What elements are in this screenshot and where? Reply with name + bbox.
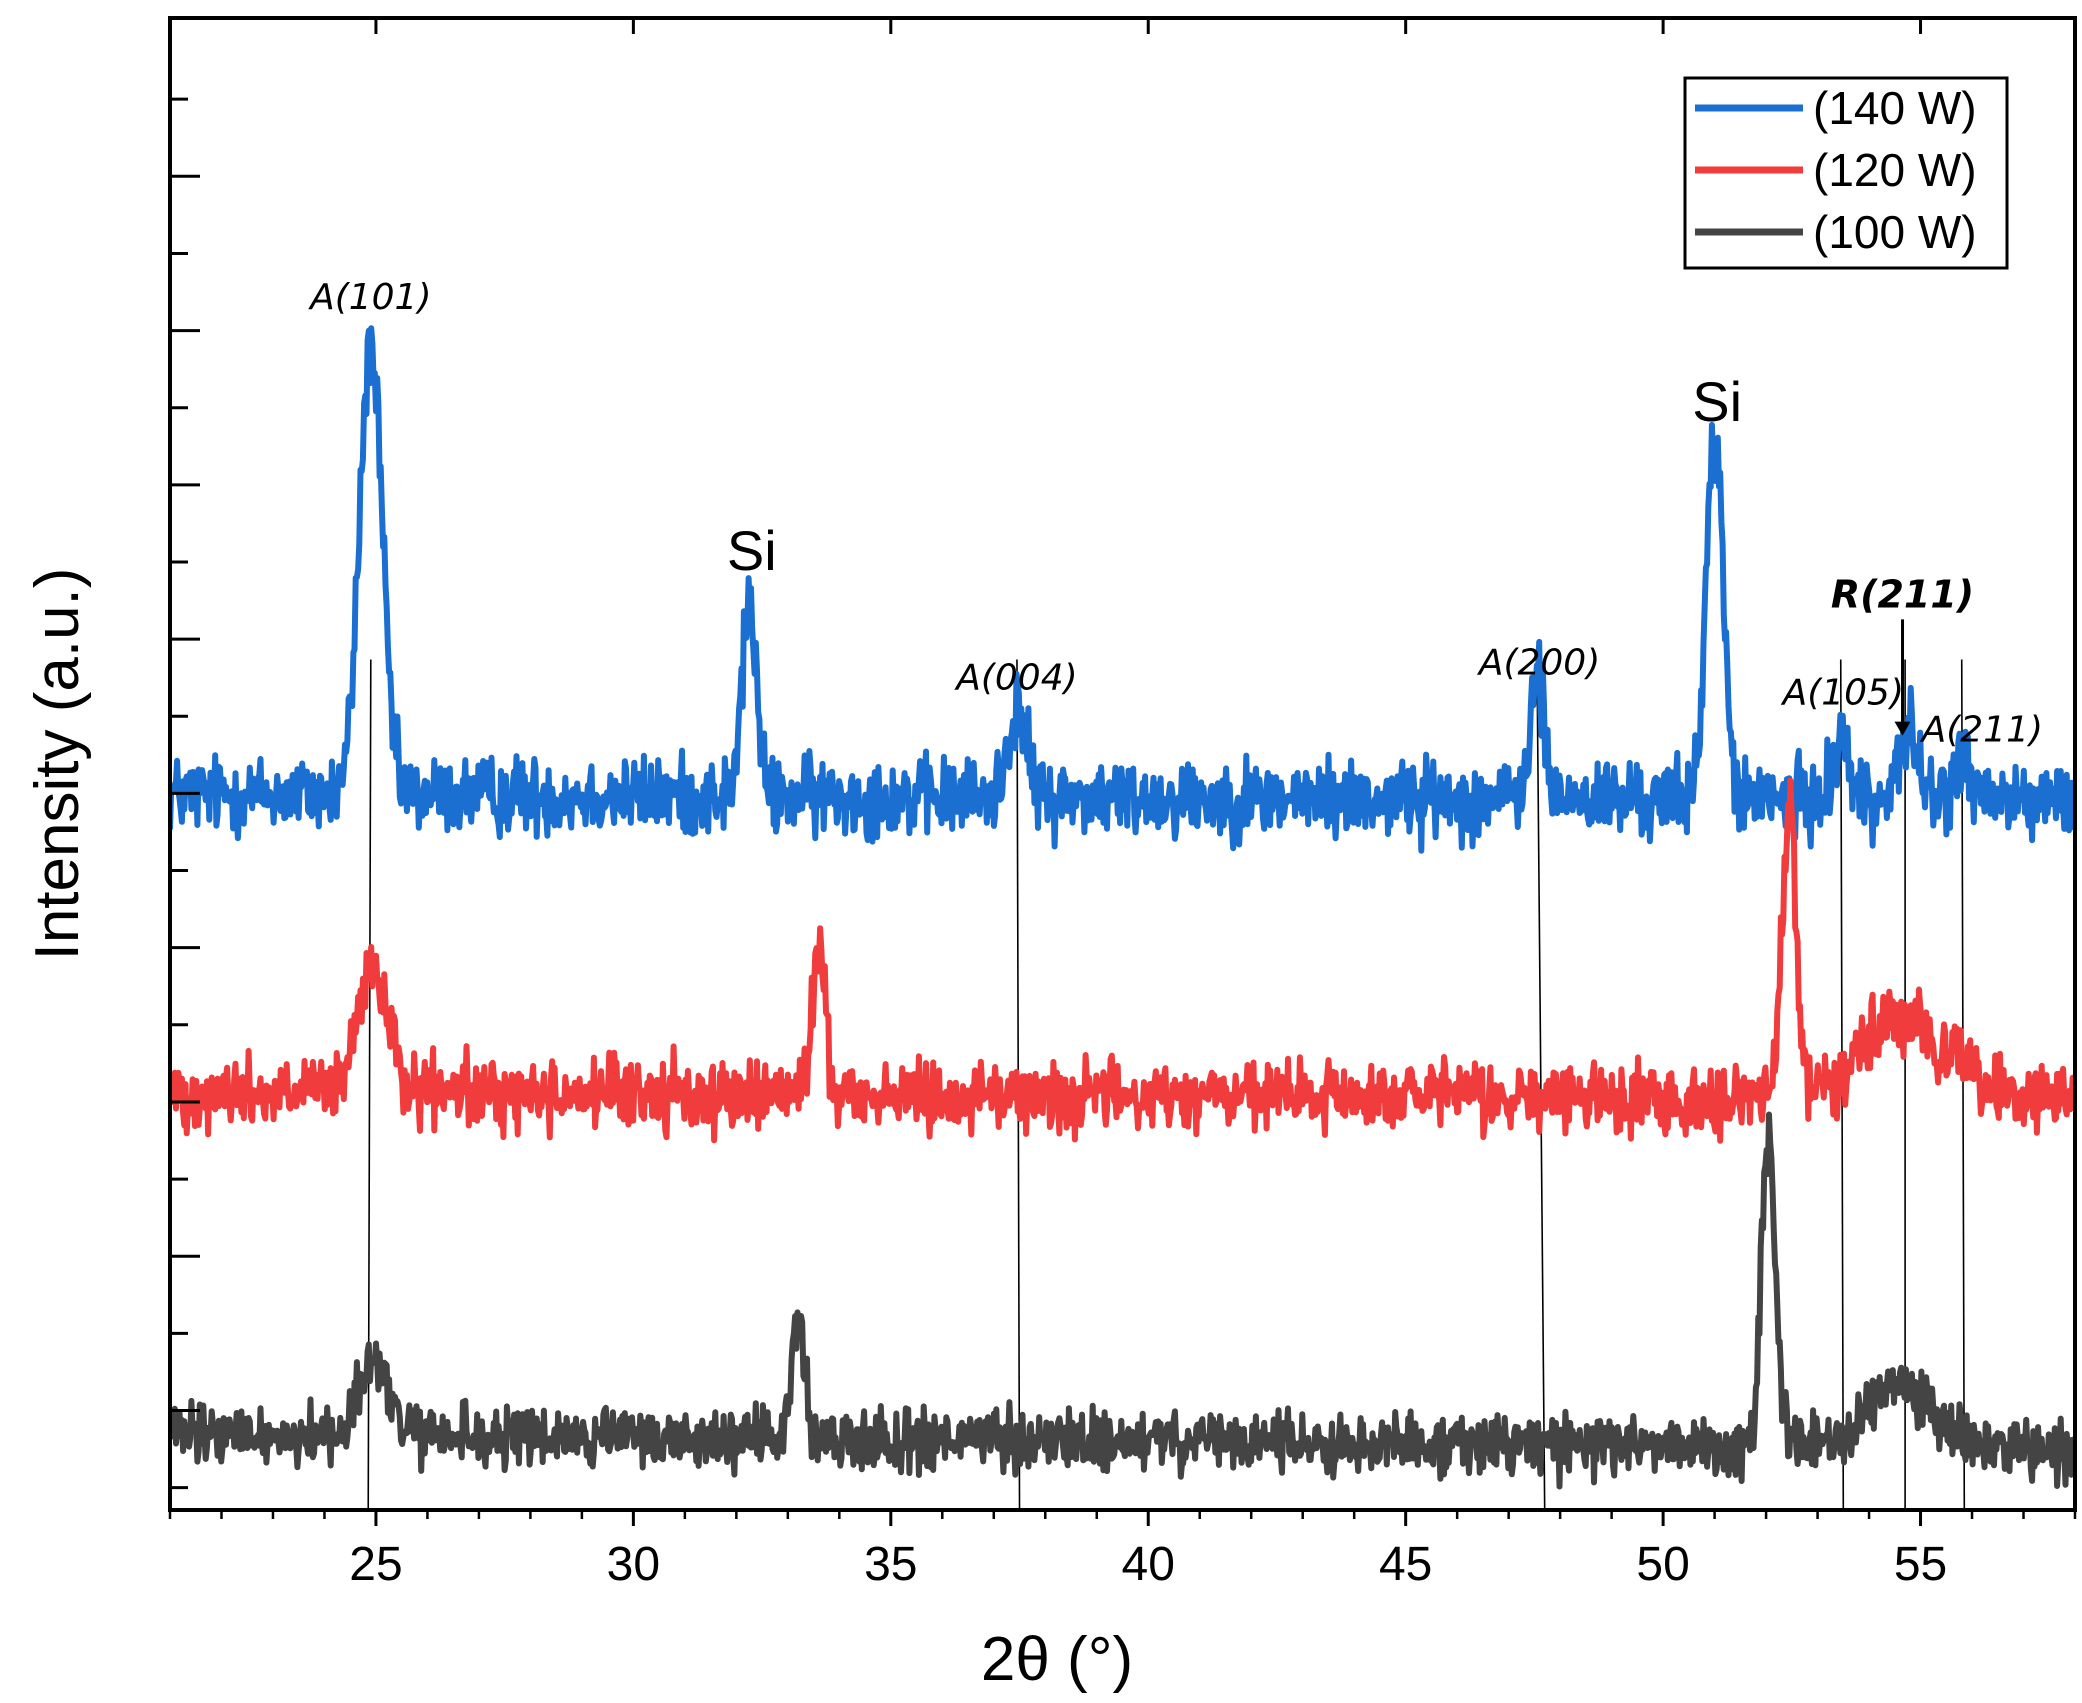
x-axis-title: 2θ (°) bbox=[981, 1625, 1133, 1694]
series-group bbox=[170, 325, 2075, 1490]
series-line-100W bbox=[170, 1111, 2075, 1490]
legend: (140 W) (120 W) (100 W) bbox=[1683, 76, 2009, 270]
peak-annotation: Si bbox=[1692, 370, 1742, 433]
x-tick-label: 25 bbox=[349, 1538, 402, 1591]
peak-annotation: A(200) bbox=[1477, 642, 1600, 683]
r211-arrow-head bbox=[1894, 721, 1911, 736]
peak-annotation: A(101) bbox=[308, 277, 431, 318]
legend-label: (120 W) bbox=[1813, 144, 1977, 196]
y-axis-title: Intensity (a.u.) bbox=[23, 568, 92, 961]
series-line-120W bbox=[170, 777, 2075, 1144]
legend-label: (140 W) bbox=[1813, 82, 1977, 134]
x-tick-label: 35 bbox=[864, 1538, 917, 1591]
peak-annotation: R(211) bbox=[1831, 572, 1974, 616]
annotations: A(101) Si A(004) A(200) Si A(105) R(211) A(211) bbox=[308, 277, 2043, 751]
peak-reference-line bbox=[1960, 659, 1966, 1511]
plot-frame bbox=[168, 16, 2077, 1512]
peak-annotation: A(211) bbox=[1920, 710, 2043, 751]
x-tick-label: 45 bbox=[1379, 1538, 1432, 1591]
peak-annotation: A(105) bbox=[1781, 672, 1904, 713]
series-line-140W bbox=[170, 325, 2075, 854]
x-tick-label: 40 bbox=[1122, 1538, 1175, 1591]
x-tick-label: 50 bbox=[1636, 1538, 1689, 1591]
peak-annotation: Si bbox=[727, 519, 777, 582]
x-tick-label: 30 bbox=[607, 1538, 660, 1591]
legend-label: (100 W) bbox=[1813, 206, 1977, 258]
peak-annotation: A(004) bbox=[954, 657, 1077, 698]
axes: 25 30 35 40 45 50 55 bbox=[168, 16, 2077, 1591]
peak-reference-line bbox=[1536, 659, 1546, 1511]
x-tick-label: 55 bbox=[1894, 1538, 1947, 1591]
